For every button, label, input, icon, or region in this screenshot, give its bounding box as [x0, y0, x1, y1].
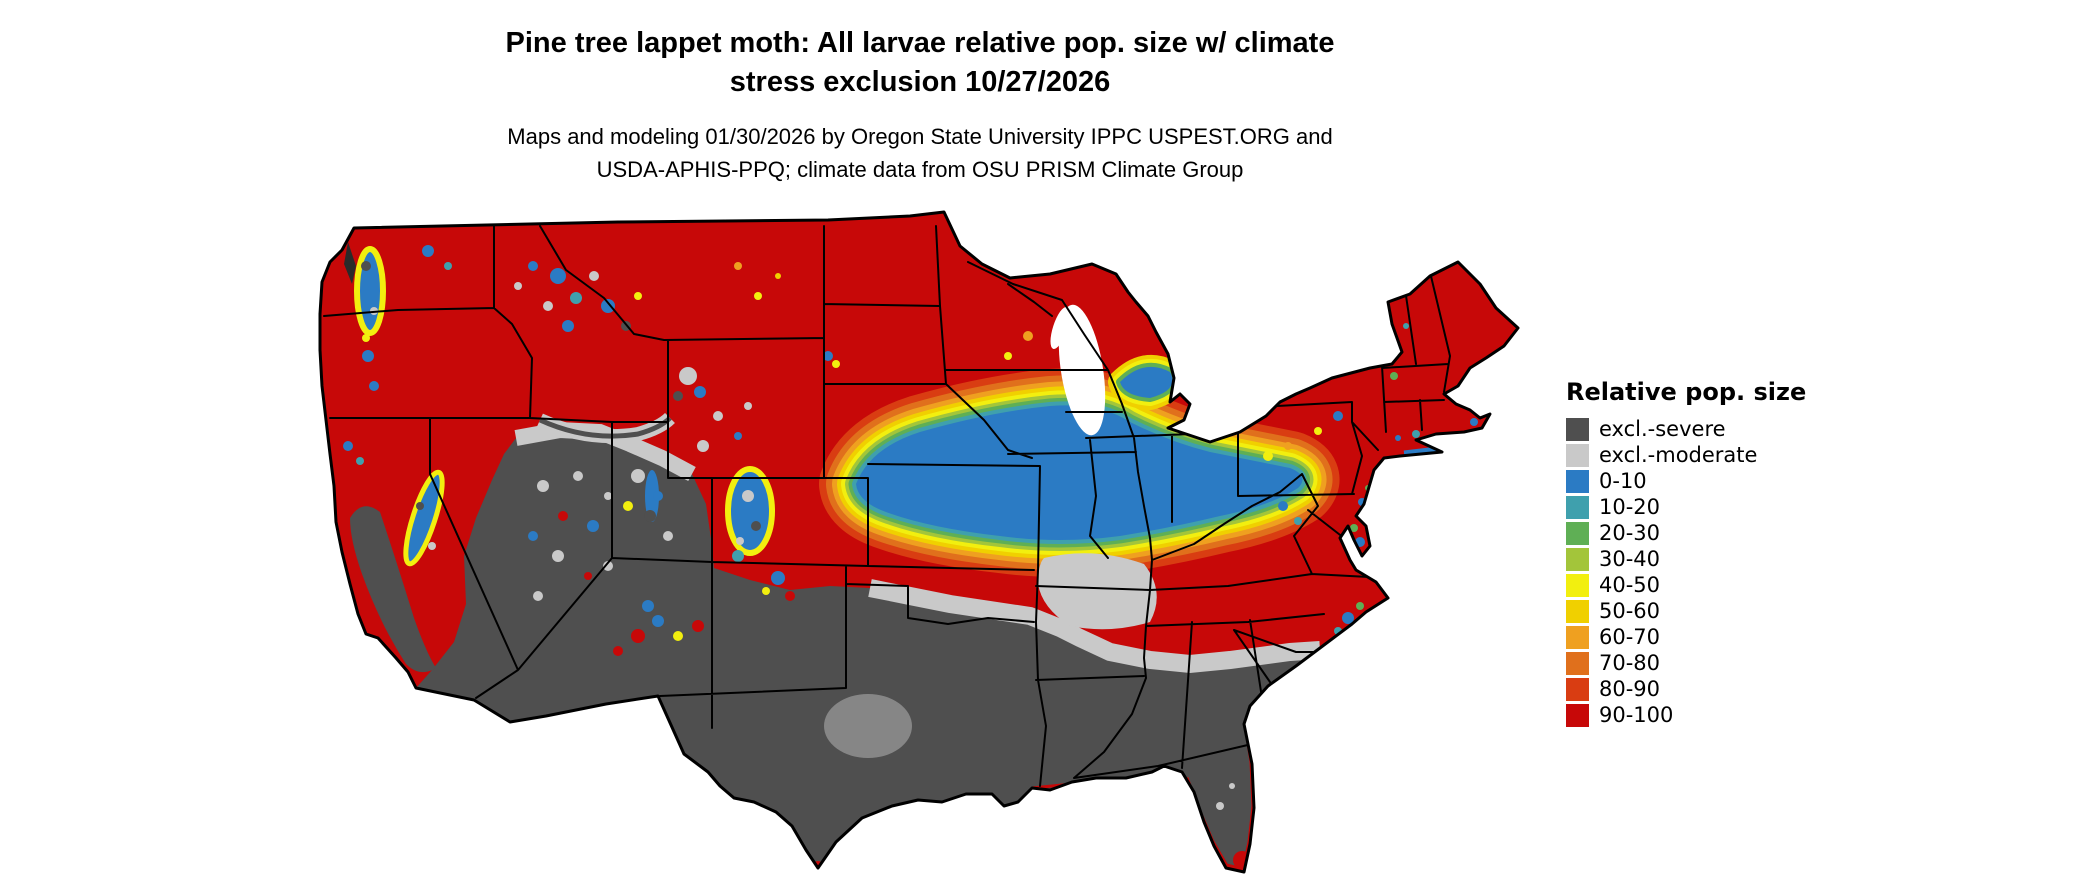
legend-item: 80-90	[1566, 676, 1866, 702]
legend-item: excl.-moderate	[1566, 442, 1866, 468]
legend-label: 50-60	[1599, 598, 1661, 623]
legend-item: 60-70	[1566, 624, 1866, 650]
legend-swatch	[1566, 495, 1589, 519]
legend-swatch	[1566, 521, 1589, 545]
legend-swatch	[1566, 651, 1589, 675]
green-bay	[1050, 306, 1070, 350]
subtitle-line2: USDA-APHIS-PPQ; climate data from OSU PR…	[596, 157, 1244, 182]
legend-label: 10-20	[1599, 494, 1661, 519]
legend-label: 30-40	[1599, 546, 1661, 571]
legend-swatch	[1566, 547, 1589, 571]
legend-swatch	[1566, 703, 1589, 727]
legend-label: 70-80	[1599, 650, 1661, 675]
legend-label: 90-100	[1599, 702, 1674, 727]
title-line2: stress exclusion 10/27/2026	[729, 66, 1111, 98]
legend-title: Relative pop. size	[1566, 378, 1807, 406]
legend-item: 10-20	[1566, 494, 1866, 520]
legend-swatch	[1566, 599, 1589, 623]
legend: Relative pop. size excl.-severe excl.-mod…	[1566, 378, 1866, 728]
legend-swatch	[1566, 677, 1589, 701]
legend-swatch	[1566, 469, 1589, 493]
legend-label: excl.-moderate	[1599, 442, 1758, 467]
legend-item: 50-60	[1566, 598, 1866, 624]
legend-label: 0-10	[1599, 468, 1647, 493]
legend-label: 60-70	[1599, 624, 1661, 649]
legend-label: 80-90	[1599, 676, 1661, 701]
legend-swatch	[1566, 625, 1589, 649]
region-excluded-moderate-bands	[514, 412, 1321, 758]
page-title: Pine tree lappet moth: All larvae relati…	[0, 24, 1840, 102]
legend-swatch	[1566, 573, 1589, 597]
region-excluded-severe-central-valley	[350, 506, 436, 673]
legend-item: 20-30	[1566, 520, 1866, 546]
legend-swatch	[1566, 443, 1589, 467]
legend-item: 30-40	[1566, 546, 1866, 572]
legend-item: 40-50	[1566, 572, 1866, 598]
legend-label: 40-50	[1599, 572, 1661, 597]
legend-label: 20-30	[1599, 520, 1661, 545]
legend-item: 90-100	[1566, 702, 1866, 728]
legend-item: 70-80	[1566, 650, 1866, 676]
legend-item: excl.-severe	[1566, 416, 1866, 442]
map-container	[308, 206, 1528, 886]
puget-sound	[344, 242, 356, 284]
us-map	[318, 210, 1520, 874]
michigan-gradient-pocket	[1120, 367, 1173, 398]
legend-swatch	[1566, 417, 1589, 441]
legend-items: excl.-severe excl.-moderate 0-10 10-20 20-30…	[1566, 416, 1866, 728]
legend-label: excl.-severe	[1599, 416, 1726, 441]
title-line1: Pine tree lappet moth: All larvae relati…	[505, 27, 1335, 59]
legend-item: 0-10	[1566, 468, 1866, 494]
subtitle-line1: Maps and modeling 01/30/2026 by Oregon S…	[507, 124, 1333, 149]
figure-subtitle: Maps and modeling 01/30/2026 by Oregon S…	[0, 120, 1840, 186]
